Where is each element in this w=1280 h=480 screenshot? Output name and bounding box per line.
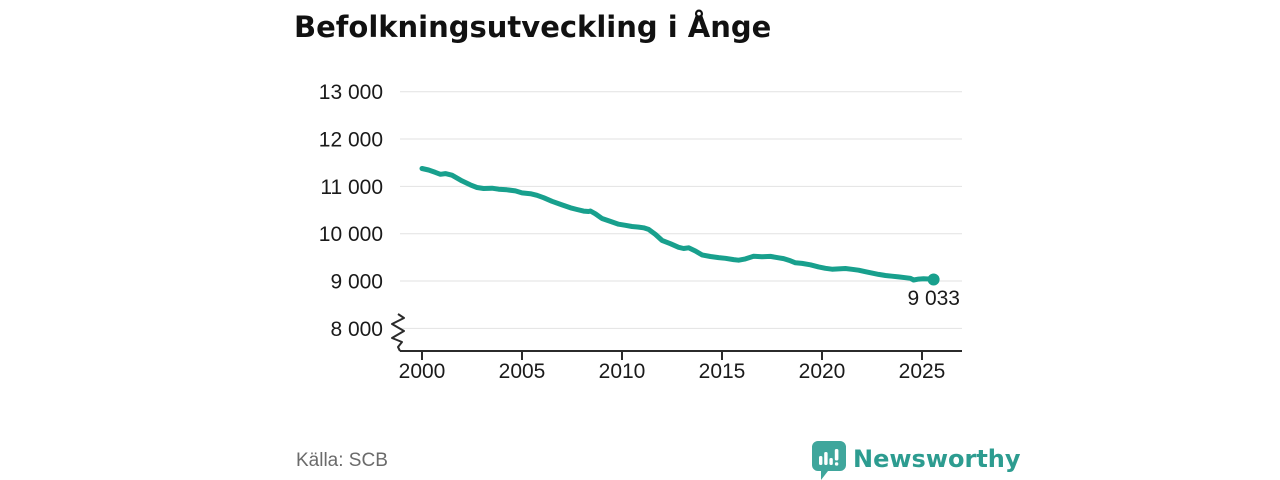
source-note: Källa: SCB: [296, 450, 388, 471]
bar-chart-bar-3: [829, 458, 833, 465]
bar-chart-bar-2: [824, 452, 828, 465]
gridlines-group: 13 000 12 000 11 000 10 000 9 000 8 000: [319, 81, 962, 341]
x-tick-label: 2010: [599, 360, 646, 383]
last-value-dot: [927, 273, 940, 286]
speech-bubble-shape: [812, 441, 846, 480]
y-tick-label: 11 000: [320, 176, 383, 199]
y-tick-label: 8 000: [330, 318, 383, 341]
x-tick-label: 2025: [899, 360, 946, 383]
exclamation-bar: [834, 449, 839, 461]
exclamation-dot: [834, 462, 839, 466]
data-series-group: [419, 166, 940, 286]
x-axis-ticks-group: 2000 2005 2010 2015 2020 2025: [399, 351, 946, 383]
y-tick-label: 13 000: [319, 81, 383, 104]
population-line: [419, 166, 937, 283]
bar-chart-bar-1: [819, 456, 823, 465]
x-tick-label: 2015: [699, 360, 746, 383]
x-tick-label: 2000: [399, 360, 446, 383]
last-value-annotation: 9 033: [907, 287, 960, 310]
newsworthy-wordmark: Newsworthy: [853, 445, 1021, 473]
y-tick-label: 10 000: [319, 223, 383, 246]
chart-title: Befolkningsutveckling i Ånge: [294, 10, 772, 44]
x-tick-label: 2005: [499, 360, 546, 383]
x-tick-label: 2020: [799, 360, 846, 383]
y-tick-label: 12 000: [319, 129, 383, 152]
newsworthy-logo: Newsworthy: [812, 441, 1021, 480]
newsworthy-speech-bubble-icon: [812, 441, 846, 480]
y-tick-label: 9 000: [330, 271, 383, 294]
axis-break-icon: [391, 313, 405, 352]
